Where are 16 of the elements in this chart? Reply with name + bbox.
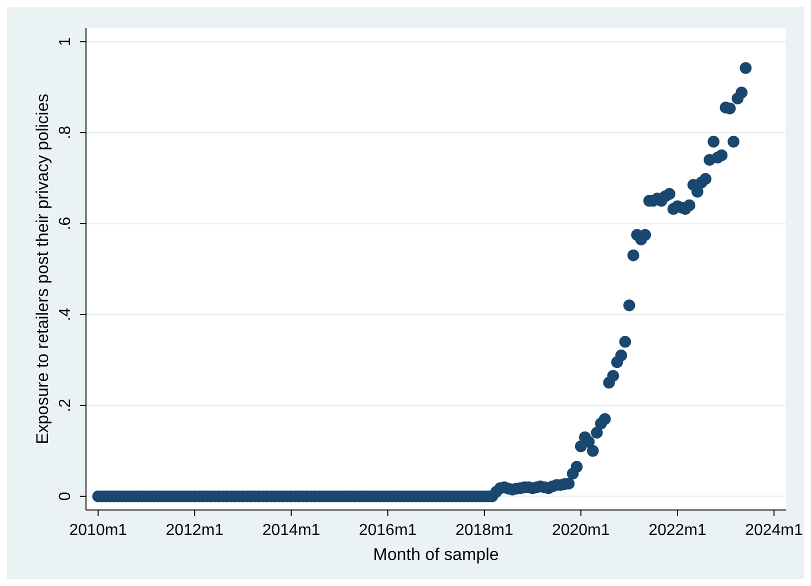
x-tick-label: 2016m1: [358, 522, 417, 539]
x-tick-label: 2010m1: [69, 522, 128, 539]
x-tick-label: 2020m1: [552, 522, 610, 539]
y-tick-label: 0: [57, 492, 74, 501]
y-tick-label: .4: [57, 308, 74, 322]
y-tick-label: .2: [57, 398, 74, 412]
x-tick-label: 2022m1: [648, 522, 706, 539]
x-tick-label: 2018m1: [455, 522, 514, 539]
y-axis-title: Exposure to retailers post their privacy policies: [33, 94, 52, 444]
x-tick-label: 2014m1: [262, 522, 320, 539]
y-tick-label: 1: [57, 37, 74, 46]
x-tick-label: 2012m1: [166, 522, 224, 539]
y-tick-label: .8: [57, 126, 74, 140]
x-axis-title: Month of sample: [373, 545, 499, 564]
y-tick-label: .6: [57, 216, 74, 230]
x-tick-label: 2024m1: [745, 522, 803, 539]
